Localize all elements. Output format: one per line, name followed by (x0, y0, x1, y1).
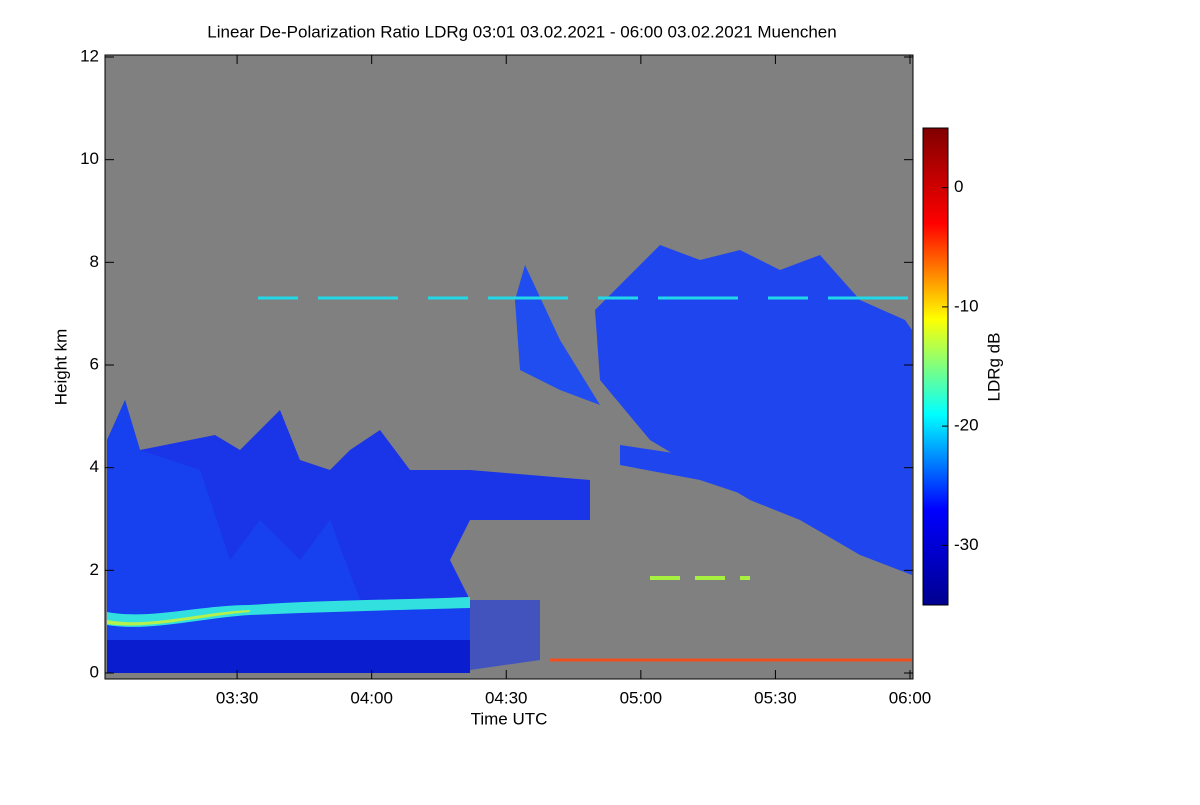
x-tick-label: 04:00 (350, 688, 393, 707)
x-axis-label: Time UTC (471, 709, 548, 728)
y-tick-label: 8 (90, 252, 99, 271)
y-tick-label: 10 (80, 149, 99, 168)
lidar-signal (107, 245, 912, 673)
y-tick-label: 12 (80, 46, 99, 65)
x-tick-label: 06:00 (889, 688, 932, 707)
y-axis-label: Height km (51, 329, 70, 406)
x-tick-label: 05:30 (754, 688, 797, 707)
chart-title: Linear De-Polarization Ratio LDRg 03:01 … (207, 22, 836, 41)
colorbar-label: LDRg dB (984, 333, 1003, 402)
colorbar (922, 127, 949, 606)
y-tick-label: 4 (90, 457, 99, 476)
y-tick-label: 2 (90, 560, 99, 579)
x-tick-label: 05:00 (620, 688, 663, 707)
x-tick-label: 04:30 (485, 688, 528, 707)
colorbar-tick-label: -30 (954, 535, 979, 554)
colorbar-tick-label: -10 (954, 296, 979, 315)
y-tick-label: 0 (90, 662, 99, 681)
x-tick-label: 03:30 (216, 688, 259, 707)
y-tick-label: 6 (90, 354, 99, 373)
colorbar-tick-label: -20 (954, 416, 979, 435)
plot-frame (104, 54, 914, 680)
colorbar-tick-label: 0 (954, 177, 963, 196)
